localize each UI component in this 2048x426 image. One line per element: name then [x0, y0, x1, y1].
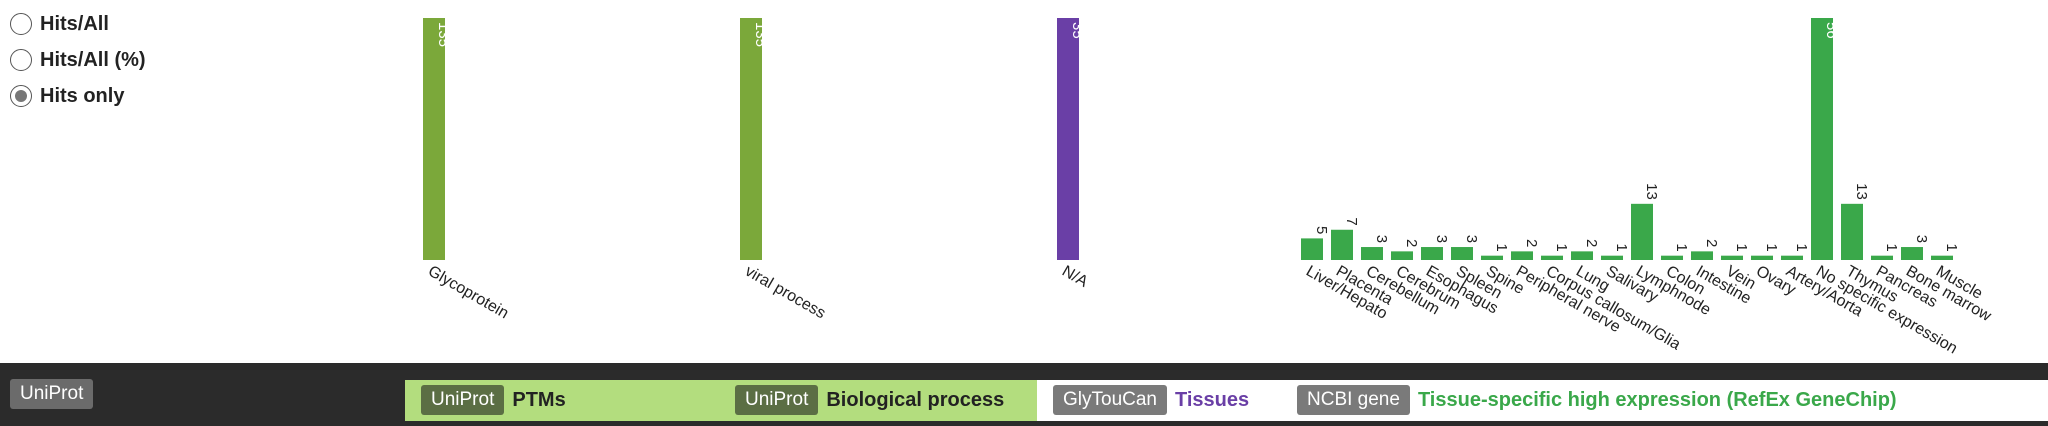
value-label: 2: [1523, 239, 1540, 247]
bar[interactable]: [1057, 18, 1079, 260]
radio-label: Hits only: [40, 84, 125, 107]
bar[interactable]: [1691, 251, 1713, 260]
radio-hits-only[interactable]: Hits only: [10, 78, 146, 114]
bar[interactable]: [1931, 255, 1953, 260]
bar[interactable]: [1541, 255, 1563, 260]
footer-strip-uniprot: UniProt PTMs UniProt Biological process: [405, 380, 1037, 421]
section-title-tissues: Tissues: [1175, 388, 1250, 411]
bar[interactable]: [740, 18, 762, 260]
value-label: 135: [752, 22, 769, 47]
value-label: 2: [1583, 239, 1600, 247]
value-label: 1: [1493, 243, 1510, 251]
bar[interactable]: [1361, 247, 1383, 260]
value-label: 1: [1793, 243, 1810, 251]
section-title-tissue-expression: Tissue-specific high expression (RefEx G…: [1417, 388, 1897, 411]
bar[interactable]: [1391, 251, 1413, 260]
value-label: 35: [1069, 22, 1086, 39]
footer-bar: UniProt UniProt PTMs UniProt Biological …: [0, 363, 2048, 426]
section-title-ptms: PTMs: [512, 388, 566, 411]
bar[interactable]: [1481, 255, 1503, 260]
category-label: N/A: [1059, 263, 1091, 291]
bar[interactable]: [1631, 203, 1653, 260]
source-tag-uniprot[interactable]: UniProt: [10, 379, 94, 409]
value-label: 13: [1853, 183, 1870, 200]
value-label: 1: [1613, 243, 1630, 251]
value-label: 56: [1823, 22, 1840, 39]
source-tag[interactable]: NCBI gene: [1297, 385, 1410, 415]
value-label: 135: [435, 22, 452, 47]
value-label: 2: [1703, 239, 1720, 247]
bar[interactable]: [1871, 255, 1893, 260]
category-label: viral process: [742, 263, 828, 323]
value-label: 7: [1343, 217, 1360, 225]
bar[interactable]: [423, 18, 445, 260]
bar[interactable]: [1751, 255, 1773, 260]
value-label: 13: [1643, 183, 1660, 200]
bar[interactable]: [1421, 247, 1443, 260]
bar[interactable]: [1901, 247, 1923, 260]
value-label: 3: [1463, 235, 1480, 243]
value-label: 3: [1373, 235, 1390, 243]
bar[interactable]: [1511, 251, 1533, 260]
value-label: 3: [1913, 235, 1930, 243]
section-title-biological-process: Biological process: [826, 388, 1005, 411]
value-label: 1: [1673, 243, 1690, 251]
radio-hits-all[interactable]: Hits/All: [10, 6, 146, 42]
source-tag[interactable]: UniProt: [421, 385, 505, 415]
radio-hits-all-percent[interactable]: Hits/All (%): [10, 42, 146, 78]
value-label: 2: [1403, 239, 1420, 247]
value-label: 1: [1733, 243, 1750, 251]
category-label: Glycoprotein: [425, 263, 511, 323]
value-label: 1: [1883, 243, 1900, 251]
bar[interactable]: [1661, 255, 1683, 260]
value-label: 1: [1763, 243, 1780, 251]
source-tag[interactable]: GlyTouCan: [1053, 385, 1167, 415]
display-mode-radio-group: Hits/All Hits/All (%) Hits only: [10, 6, 146, 114]
bar[interactable]: [1781, 255, 1803, 260]
footer-strip-other: GlyTouCan Tissues NCBI gene Tissue-speci…: [1037, 380, 2048, 421]
bar[interactable]: [1601, 255, 1623, 260]
bar[interactable]: [1841, 203, 1863, 260]
radio-circle-icon: [10, 49, 32, 71]
bar[interactable]: [1811, 18, 1833, 260]
value-label: 1: [1943, 243, 1960, 251]
bar[interactable]: [1451, 247, 1473, 260]
source-tag[interactable]: UniProt: [735, 385, 819, 415]
radio-label: Hits/All: [40, 12, 109, 35]
radio-circle-icon: [10, 13, 32, 35]
value-label: 3: [1433, 235, 1450, 243]
radio-label: Hits/All (%): [40, 48, 146, 71]
value-label: 1: [1553, 243, 1570, 251]
bar[interactable]: [1301, 238, 1323, 260]
bar[interactable]: [1571, 251, 1593, 260]
value-label: 5: [1313, 226, 1330, 234]
radio-circle-checked-icon: [10, 85, 32, 107]
bar[interactable]: [1721, 255, 1743, 260]
bar[interactable]: [1331, 229, 1353, 260]
